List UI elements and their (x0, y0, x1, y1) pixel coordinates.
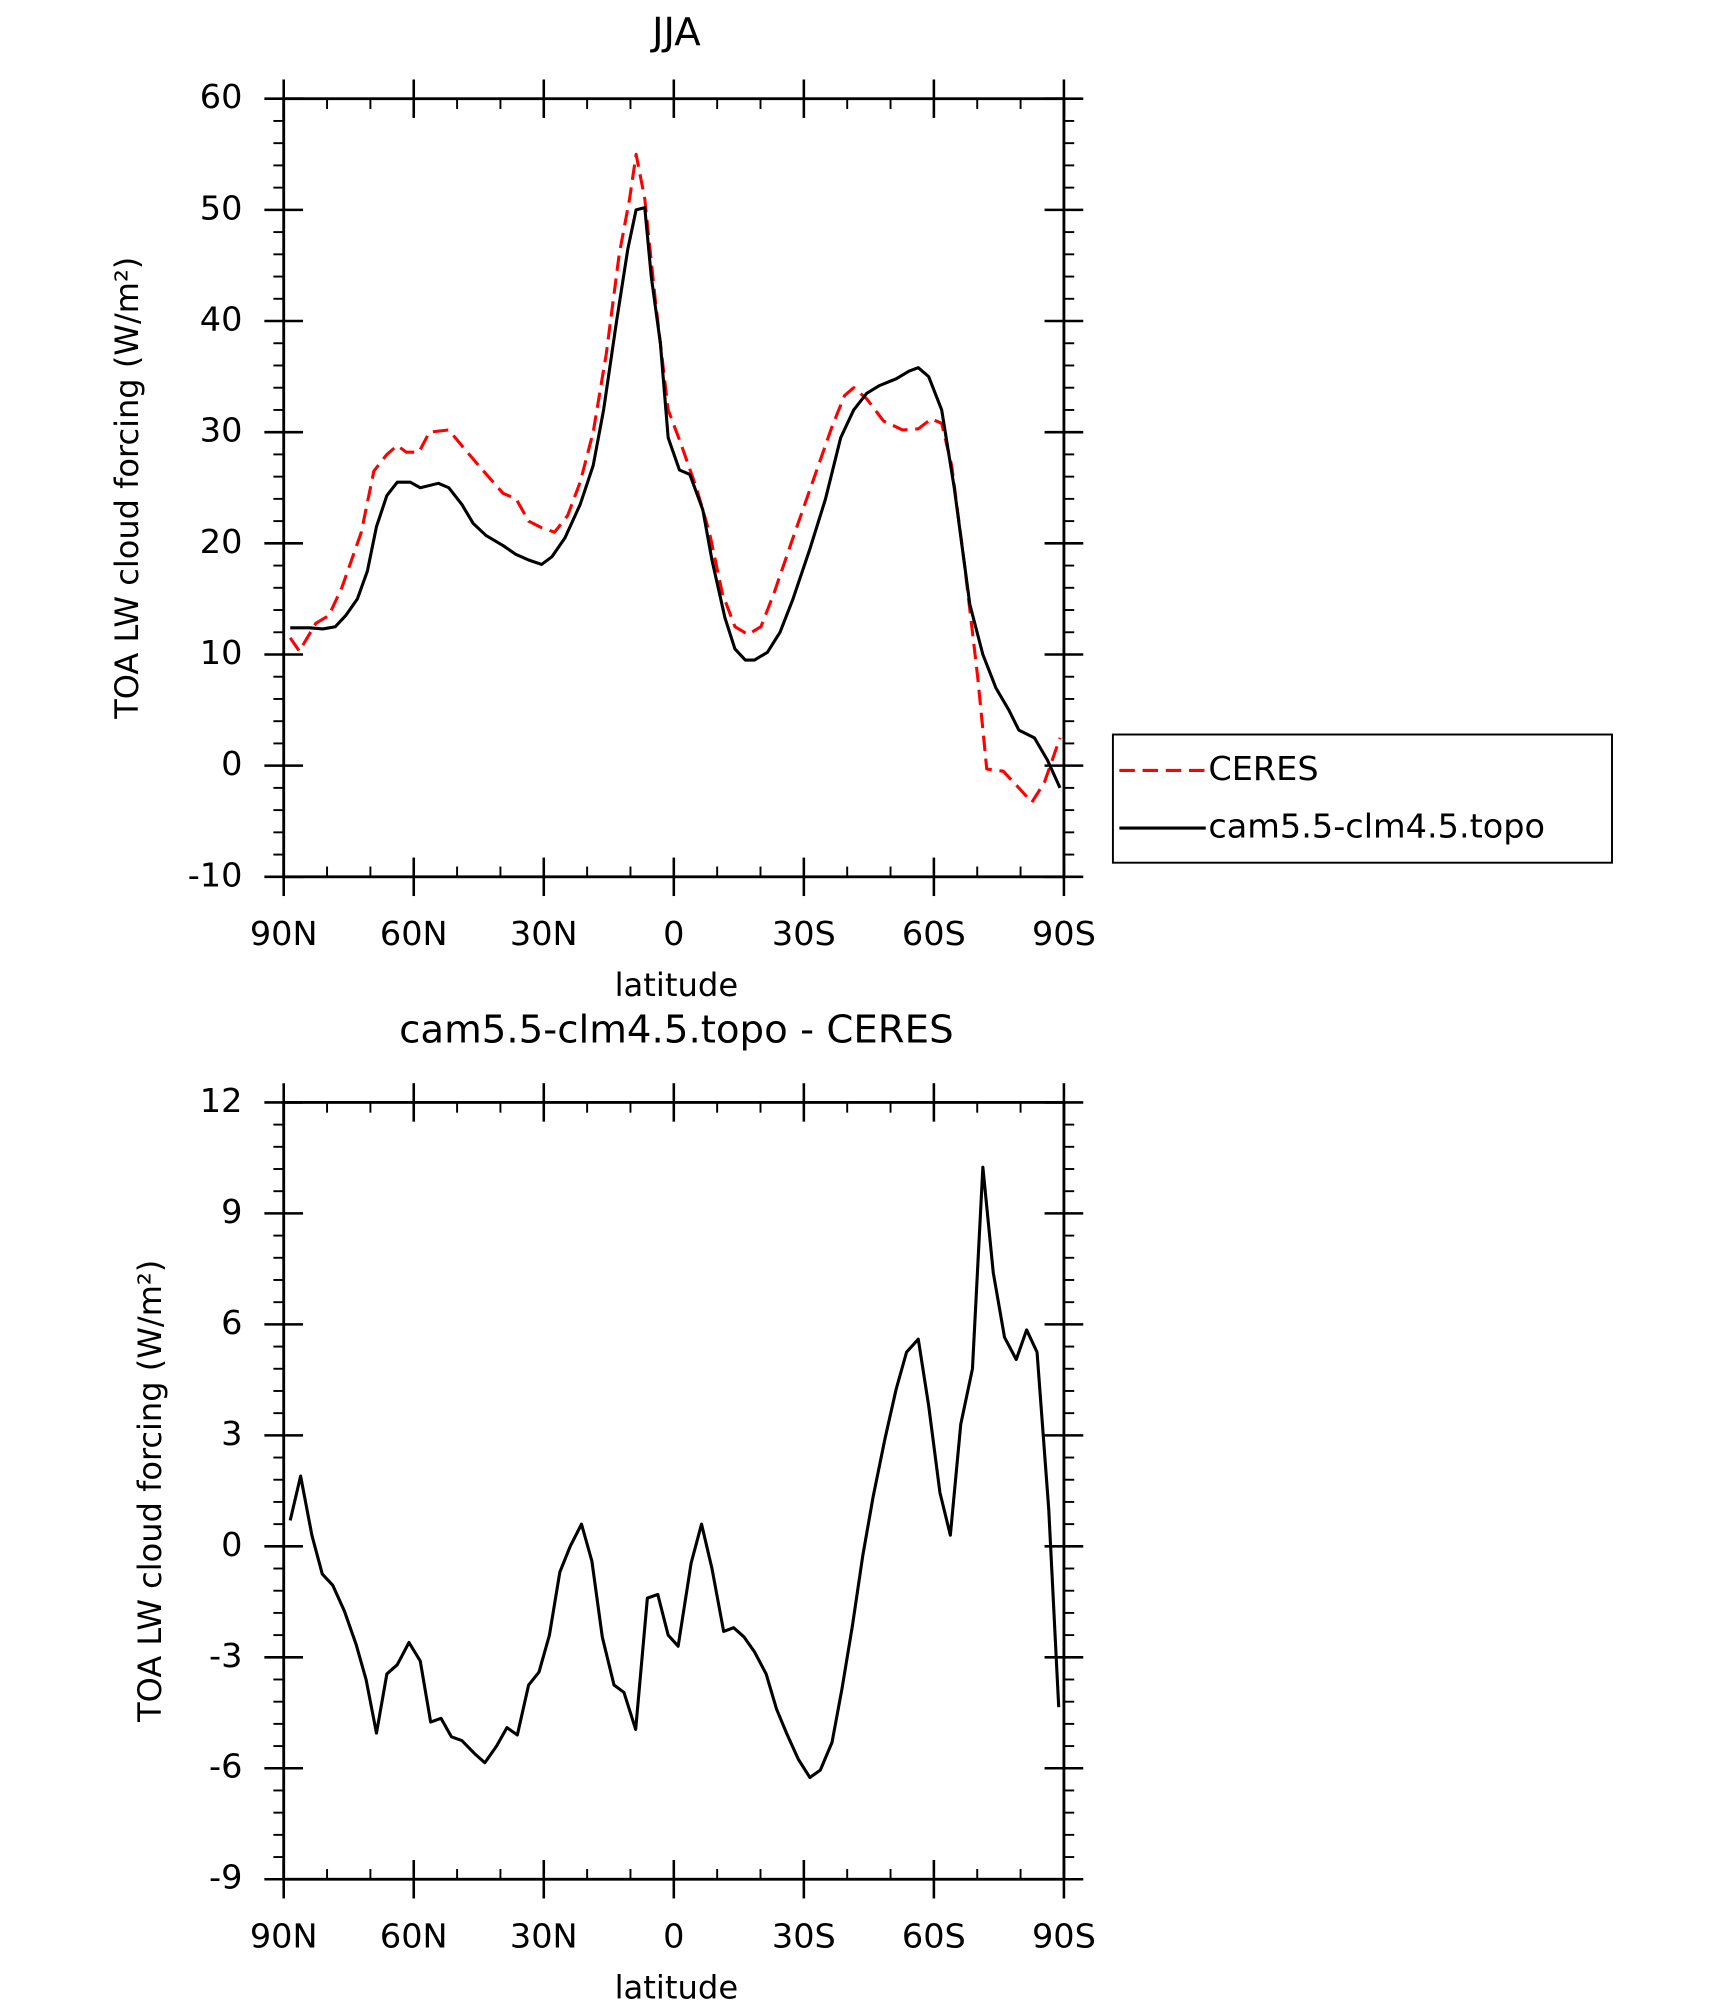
y-tick-label: 6 (221, 1303, 242, 1342)
y-tick-label: 3 (221, 1414, 242, 1453)
x-tick-label: 0 (663, 1917, 684, 1956)
data-line (290, 206, 1062, 789)
y-tick-label: 40 (200, 300, 243, 339)
y-tick-label: 10 (200, 633, 243, 672)
data-line (288, 152, 1062, 804)
y-tick-label: 20 (200, 522, 243, 561)
y-tick-label: -6 (209, 1747, 242, 1786)
y-tick-label: -3 (209, 1636, 242, 1675)
x-tick-label: 0 (663, 914, 684, 953)
legend-box (1111, 733, 1613, 864)
x-tick-label: 90S (1032, 914, 1096, 953)
x-tick-label: 60S (902, 1917, 966, 1956)
x-tick-label: 60S (902, 914, 966, 953)
x-tick-label: 90N (250, 1917, 318, 1956)
plot-frame (282, 1101, 1066, 1881)
y-tick-label: 0 (221, 744, 242, 783)
x-axis-label: latitude (615, 966, 739, 1004)
y-axis-label: TOA LW cloud forcing (W/m²) (108, 257, 146, 720)
y-tick-label: -9 (209, 1858, 242, 1897)
y-tick-label: 0 (221, 1525, 242, 1564)
y-tick-label: 12 (200, 1081, 243, 1120)
y-tick-label: 9 (221, 1192, 242, 1231)
x-tick-label: 30N (510, 914, 578, 953)
y-tick-label: -10 (188, 855, 243, 894)
legend-label: CERES (1208, 749, 1318, 788)
x-tick-label: 90S (1032, 1917, 1096, 1956)
chart-title: cam5.5-clm4.5.topo - CERES (399, 1007, 954, 1052)
chart-title: JJA (650, 10, 701, 55)
y-tick-label: 50 (200, 188, 243, 227)
plot-frame (282, 97, 1066, 879)
x-tick-label: 30N (510, 1917, 578, 1956)
y-tick-label: 30 (200, 411, 243, 450)
x-axis-label: latitude (615, 1969, 739, 2007)
x-tick-label: 30S (772, 914, 836, 953)
x-tick-label: 30S (772, 1917, 836, 1956)
y-axis-label: TOA LW cloud forcing (W/m²) (131, 1260, 169, 1723)
data-line (288, 1165, 1061, 1780)
x-tick-label: 60N (380, 914, 448, 953)
y-tick-label: 60 (200, 77, 243, 116)
legend-label: cam5.5-clm4.5.topo (1208, 807, 1545, 846)
x-tick-label: 90N (250, 914, 318, 953)
x-tick-label: 60N (380, 1917, 448, 1956)
